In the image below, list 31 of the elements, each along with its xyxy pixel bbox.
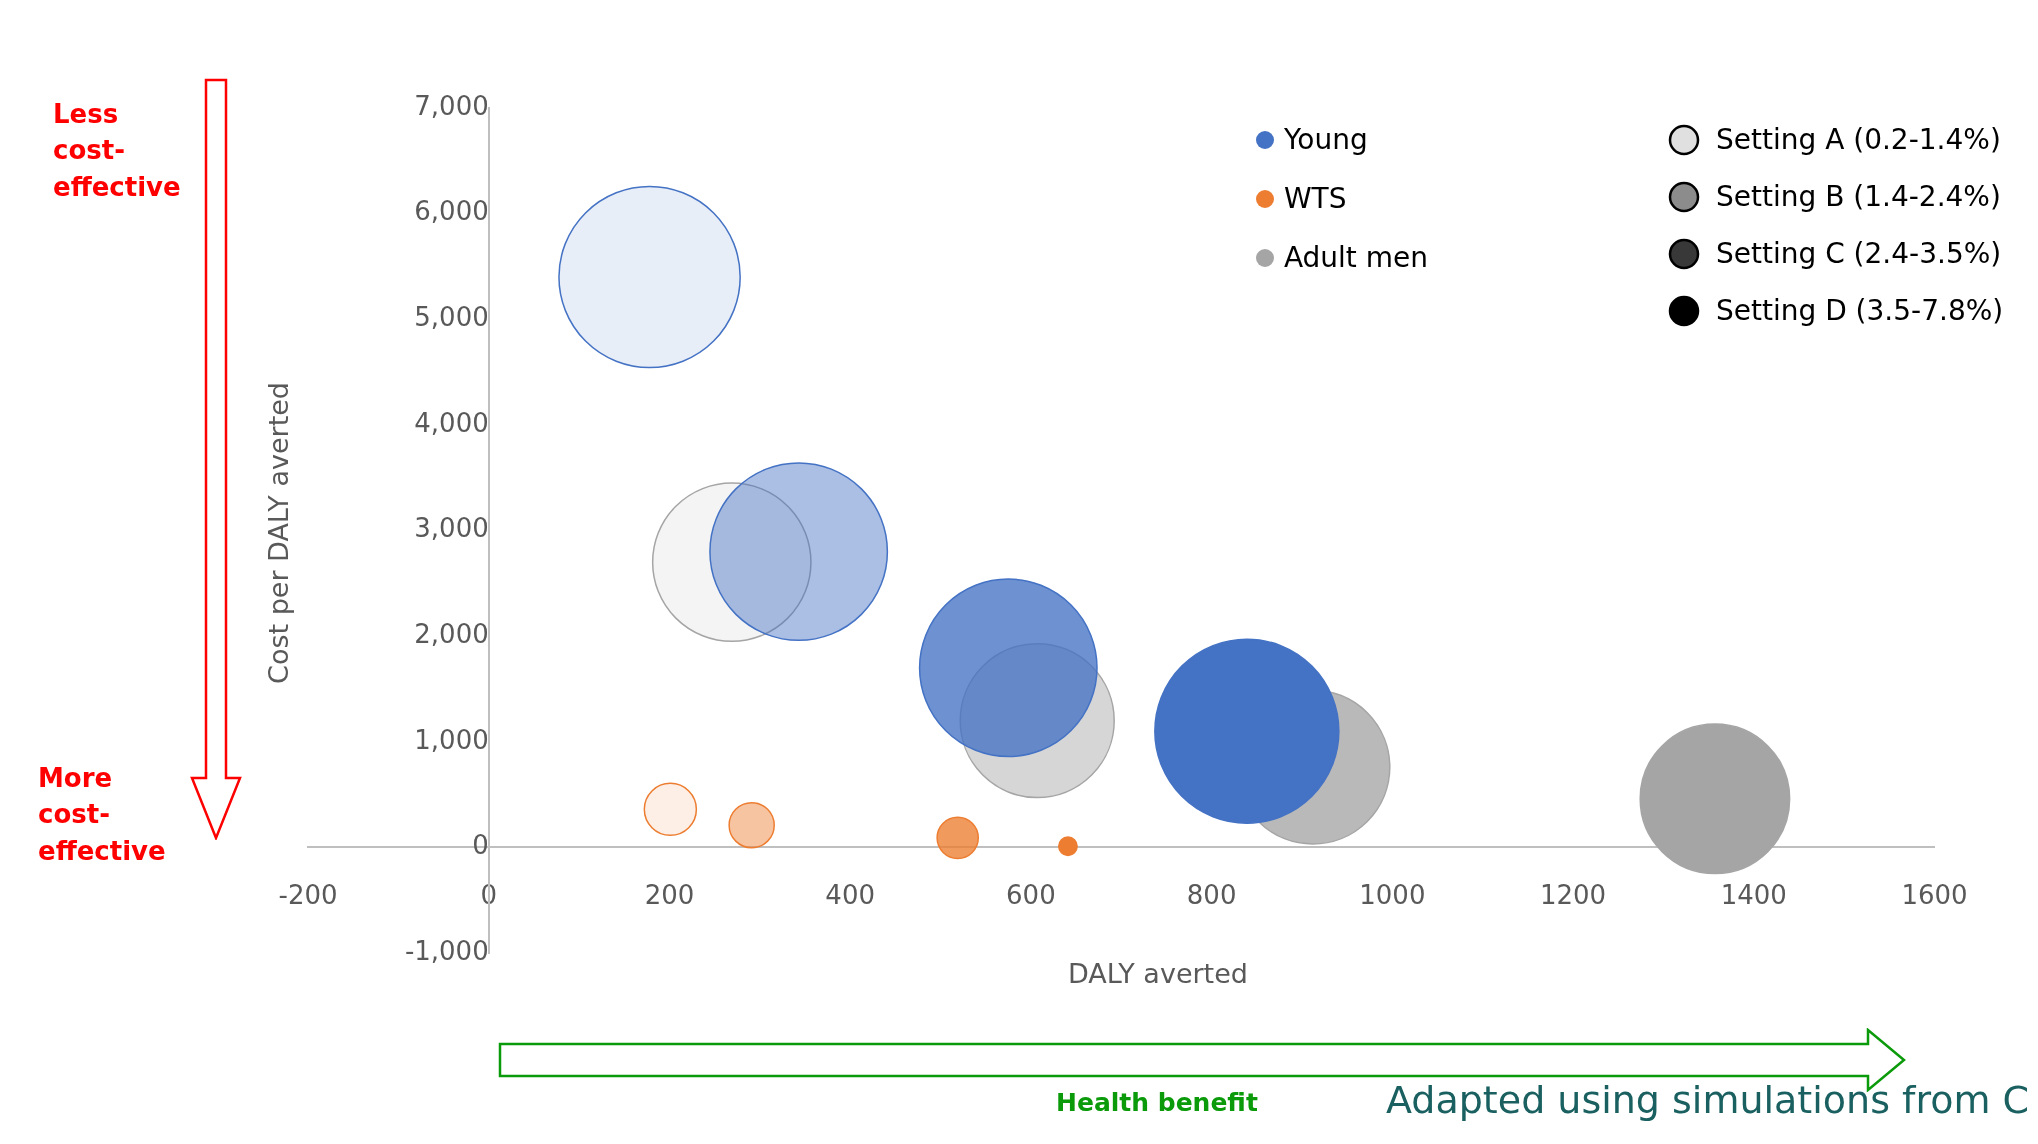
y-tick-label: 1,000 xyxy=(414,724,489,755)
y-tick-label: 0 xyxy=(472,830,489,861)
legend-label: Adult men xyxy=(1283,241,1428,274)
y-tick-label: 2,000 xyxy=(414,618,489,649)
x-tick-label: 1200 xyxy=(1539,879,1607,910)
y-tick-label: 4,000 xyxy=(414,407,489,438)
annotation: Setting C (2.4-3.5%) xyxy=(1716,237,2002,270)
text: Less cost-effective xyxy=(53,98,182,204)
y-axis-title: Cost per DALY averted xyxy=(262,382,294,684)
y-tick-label: 5,000 xyxy=(414,302,489,332)
y-tick-label: -1,000 xyxy=(404,935,489,966)
x-tick-label: -200 xyxy=(278,879,338,910)
text: Health benefit xyxy=(1056,1088,1258,1117)
y-tick-label: 7,000 xyxy=(414,90,489,121)
x-tick-label: 1000 xyxy=(1359,879,1426,910)
text: More cost-effective xyxy=(38,762,167,868)
x-tick-label: 200 xyxy=(644,879,695,910)
x-tick-label: 600 xyxy=(1006,879,1056,910)
x-tick-label: 400 xyxy=(825,879,875,910)
text: Adapted using simulations from C xyxy=(1386,1078,2030,1122)
y-tick-label: 3,000 xyxy=(414,513,489,544)
y-tick-label: 6,000 xyxy=(414,196,489,227)
x-tick-label: 1600 xyxy=(1901,879,1968,910)
x-axis-title: DALY averted xyxy=(1068,958,1248,989)
legend-label: Young xyxy=(1283,123,1368,156)
x-tick-label: 800 xyxy=(1186,879,1237,910)
annotation: Setting A (0.2-1.4%) xyxy=(1716,123,2001,156)
legend-label: WTS xyxy=(1283,182,1347,215)
annotation: Setting B (1.4-2.4%) xyxy=(1716,180,2001,213)
x-tick-label: 1400 xyxy=(1720,879,1787,910)
annotation: Setting D (3.5-7.8%) xyxy=(1716,294,2004,327)
